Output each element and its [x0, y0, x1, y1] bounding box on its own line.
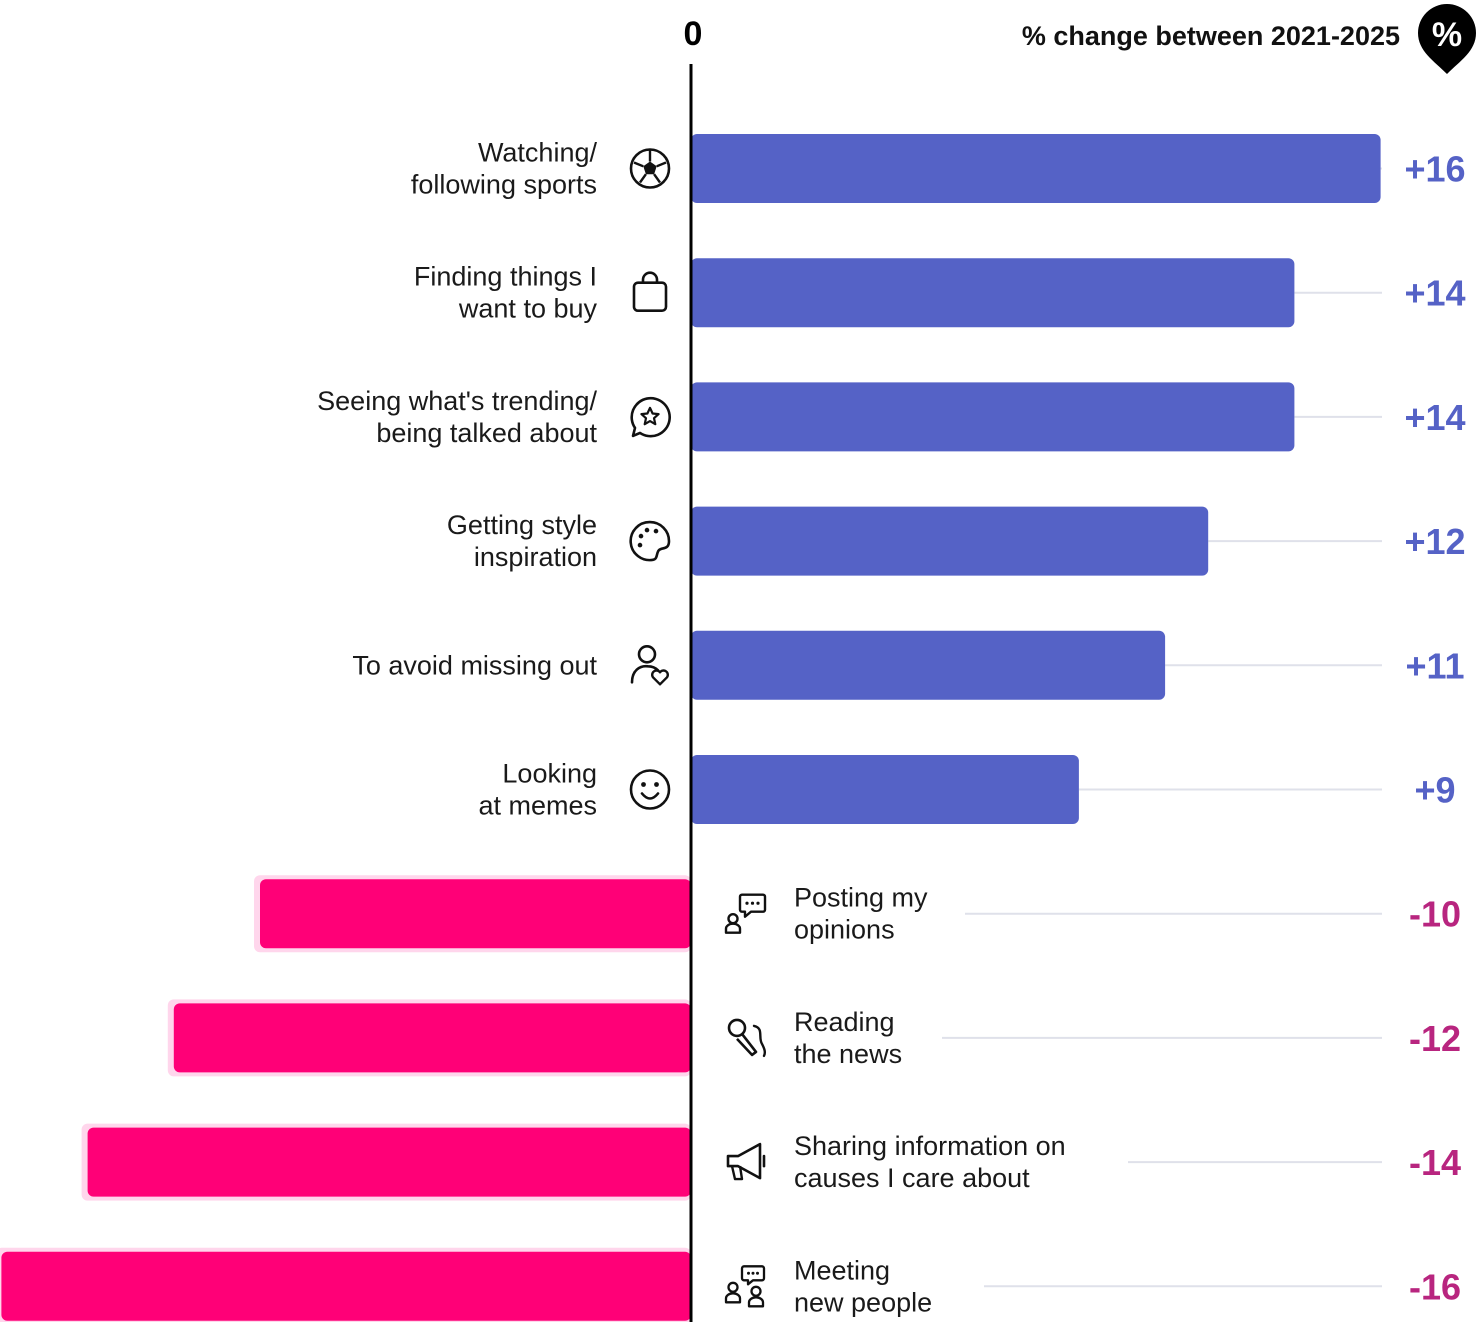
bar-getting-style-inspiration	[691, 506, 1209, 576]
value-label-posting-my-opinions: -10	[1409, 894, 1461, 935]
chart-header: % change between 2021-2025	[1022, 21, 1400, 51]
soccer-ball-icon	[629, 148, 671, 189]
people-chat-icon	[724, 1265, 766, 1308]
megaphone-icon	[726, 1142, 766, 1181]
bar-looking-at-memes	[691, 755, 1079, 824]
bar-finding-things-i-want-to-buy	[691, 258, 1295, 328]
person-speech-icon	[724, 893, 767, 934]
category-label-looking-at-memes: Looking at memes	[478, 759, 597, 821]
guide-lines	[942, 167, 1382, 1288]
bar-sharing-information-on-causes-i-care-about	[87, 1127, 692, 1197]
category-label-to-avoid-missing-out: To avoid missing out	[352, 650, 597, 680]
bar-meeting-new-people	[1, 1251, 691, 1321]
value-label-reading-the-news: -12	[1409, 1018, 1461, 1059]
bar-reading-the-news	[173, 1003, 692, 1073]
bar-posting-my-opinions	[260, 879, 691, 949]
category-label-seeing-what-s-trending-being-talked-about: Seeing what's trending/being talked abou…	[317, 386, 597, 448]
smiley-icon	[629, 769, 671, 810]
category-label-reading-the-news: Reading the news	[794, 1007, 902, 1069]
shopping-bag-icon	[632, 271, 668, 313]
category-label-posting-my-opinions: Posting my opinions	[794, 883, 928, 945]
category-label-sharing-information-on-causes-i-care-about: Sharing information on causes I care abou…	[794, 1131, 1066, 1193]
percent-badge-text: %	[1432, 16, 1462, 54]
category-labels: Watching/following sports Finding things …	[317, 138, 1066, 1318]
category-label-getting-style-inspiration: Getting style inspiration	[447, 510, 597, 572]
microphone-icon	[727, 1018, 767, 1058]
palette-icon	[629, 520, 671, 562]
value-label-seeing-what-s-trending-being-talked-about: +14	[1404, 397, 1465, 438]
person-heart-icon	[630, 644, 669, 686]
value-label-meeting-new-people: -16	[1409, 1266, 1461, 1307]
value-label-to-avoid-missing-out: +11	[1405, 645, 1464, 686]
value-labels: +16 +14 +14 +12 +11 +9 -10 -12 -14 -16	[1404, 149, 1465, 1308]
star-chat-icon	[630, 396, 671, 438]
percent-badge-icon: %	[1418, 4, 1476, 74]
value-label-looking-at-memes: +9	[1414, 770, 1455, 811]
category-label-meeting-new-people: Meeting new people	[794, 1255, 932, 1317]
bar-seeing-what-s-trending-being-talked-about	[691, 382, 1295, 452]
value-label-sharing-information-on-causes-i-care-about: -14	[1409, 1142, 1461, 1183]
zero-label: 0	[684, 15, 703, 53]
value-label-getting-style-inspiration: +12	[1404, 521, 1465, 562]
bar-watching-following-sports	[691, 134, 1381, 203]
value-label-watching-following-sports: +16	[1404, 149, 1465, 190]
category-icons	[629, 148, 767, 1308]
bars	[0, 134, 1381, 1322]
value-label-finding-things-i-want-to-buy: +14	[1404, 273, 1465, 314]
category-label-watching-following-sports: Watching/following sports	[411, 138, 598, 200]
bar-to-avoid-missing-out	[691, 630, 1166, 700]
